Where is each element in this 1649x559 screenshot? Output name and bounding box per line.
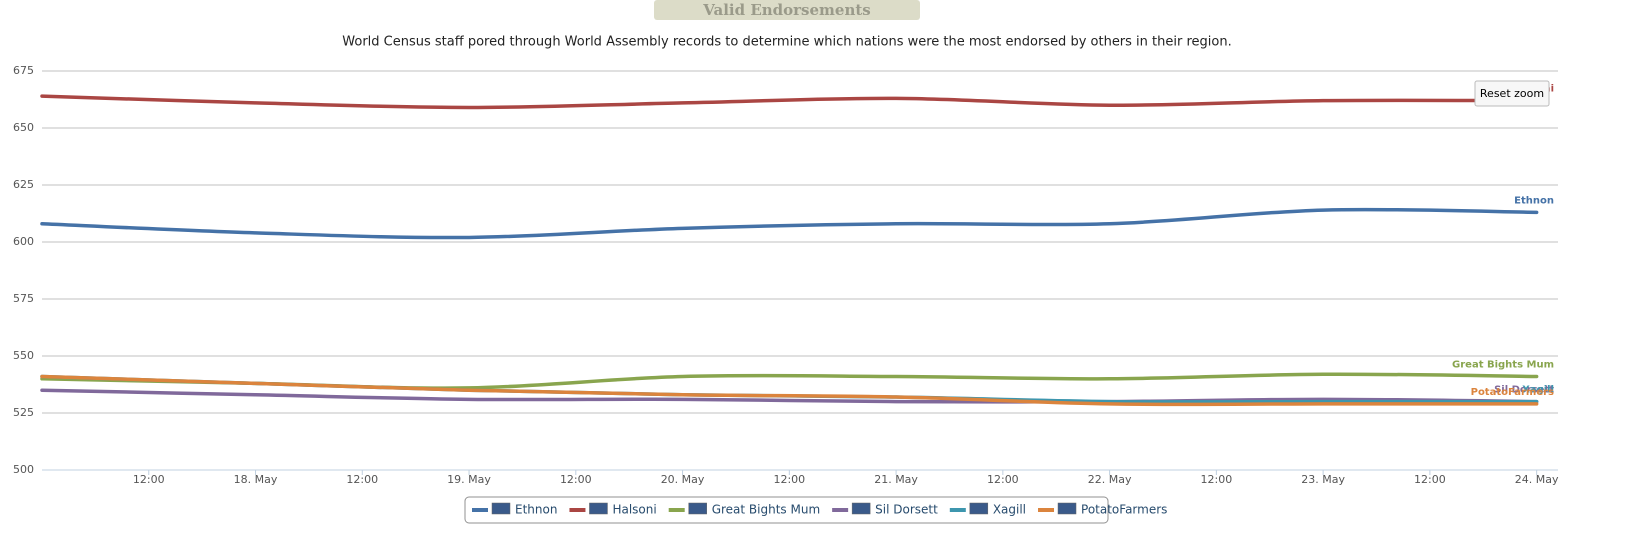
x-tick-label: 22. May (1088, 473, 1132, 486)
x-tick-label: 12:00 (773, 473, 805, 486)
x-tick-label: 12:00 (987, 473, 1019, 486)
y-tick-label: 650 (13, 121, 34, 134)
x-tick-label: 12:00 (1201, 473, 1233, 486)
y-tick-label: 600 (13, 235, 34, 248)
series-end-label: Sil Dorsett (1494, 385, 1554, 396)
legend: Ethnon Halsoni Great Bights Mum Sil Dorsett… (472, 503, 1167, 517)
legend-item: Halsoni (612, 503, 656, 517)
plot: 500 525 550 575 600 625 650 675 12:00 18. May 12:0… (13, 64, 1559, 486)
reset-zoom-button[interactable]: Reset zoom (1474, 80, 1550, 107)
legend-flag (1057, 502, 1077, 515)
series-line (40, 94, 1539, 110)
series-line (40, 207, 1539, 240)
x-tick-label: 23. May (1301, 473, 1345, 486)
legend-item: Great Bights Mum (712, 503, 820, 517)
legend-box (464, 496, 1109, 524)
x-tick-label: 21. May (874, 473, 918, 486)
button-bg[interactable] (1474, 80, 1550, 107)
y-tick-label: 625 (13, 178, 34, 191)
legend-flag (688, 502, 707, 515)
x-tick-label: 20. May (661, 473, 705, 486)
x-tick-label: 18. May (234, 473, 278, 486)
legend-flag (969, 502, 989, 515)
button-label[interactable]: Reset zoom (1480, 87, 1544, 100)
y-tick-label: 525 (13, 406, 34, 419)
legend-item: Sil Dorsett (875, 503, 938, 517)
x-tick-label: 12:00 (346, 473, 378, 486)
series-end-label: Xagill (1522, 385, 1554, 396)
series-line (40, 372, 1539, 390)
x-tick-label: 12:00 (133, 473, 165, 486)
legend-item: Ethnon (515, 503, 557, 517)
x-tick-label: 24. May (1515, 473, 1559, 486)
y-tick-label: 500 (13, 463, 34, 476)
legend-flag (589, 502, 608, 515)
series-end-label: Ethnon (1514, 195, 1554, 206)
series-line (40, 374, 1539, 407)
legend-item: Xagill (993, 503, 1026, 517)
legend-flag (491, 502, 511, 515)
y-tick-label: 675 (13, 64, 34, 77)
legend-flag (851, 502, 871, 515)
x-tick-label: 19. May (447, 473, 491, 486)
chart-title: Valid Endorsements (702, 1, 871, 19)
legend-item: PotatoFarmers (1081, 503, 1167, 517)
x-tick-label: 12:00 (560, 473, 592, 486)
x-tick-label: 12:00 (1414, 473, 1446, 486)
series-end-label: Great Bights Mum (1452, 360, 1554, 371)
series-line (40, 388, 1539, 404)
y-tick-label: 575 (13, 292, 34, 305)
series-end-label: PotatoFarmers (1471, 387, 1554, 398)
title-box (654, 0, 920, 20)
chart-subtitle: World Census staff pored through World A… (342, 35, 1231, 50)
y-tick-label: 550 (13, 349, 34, 362)
